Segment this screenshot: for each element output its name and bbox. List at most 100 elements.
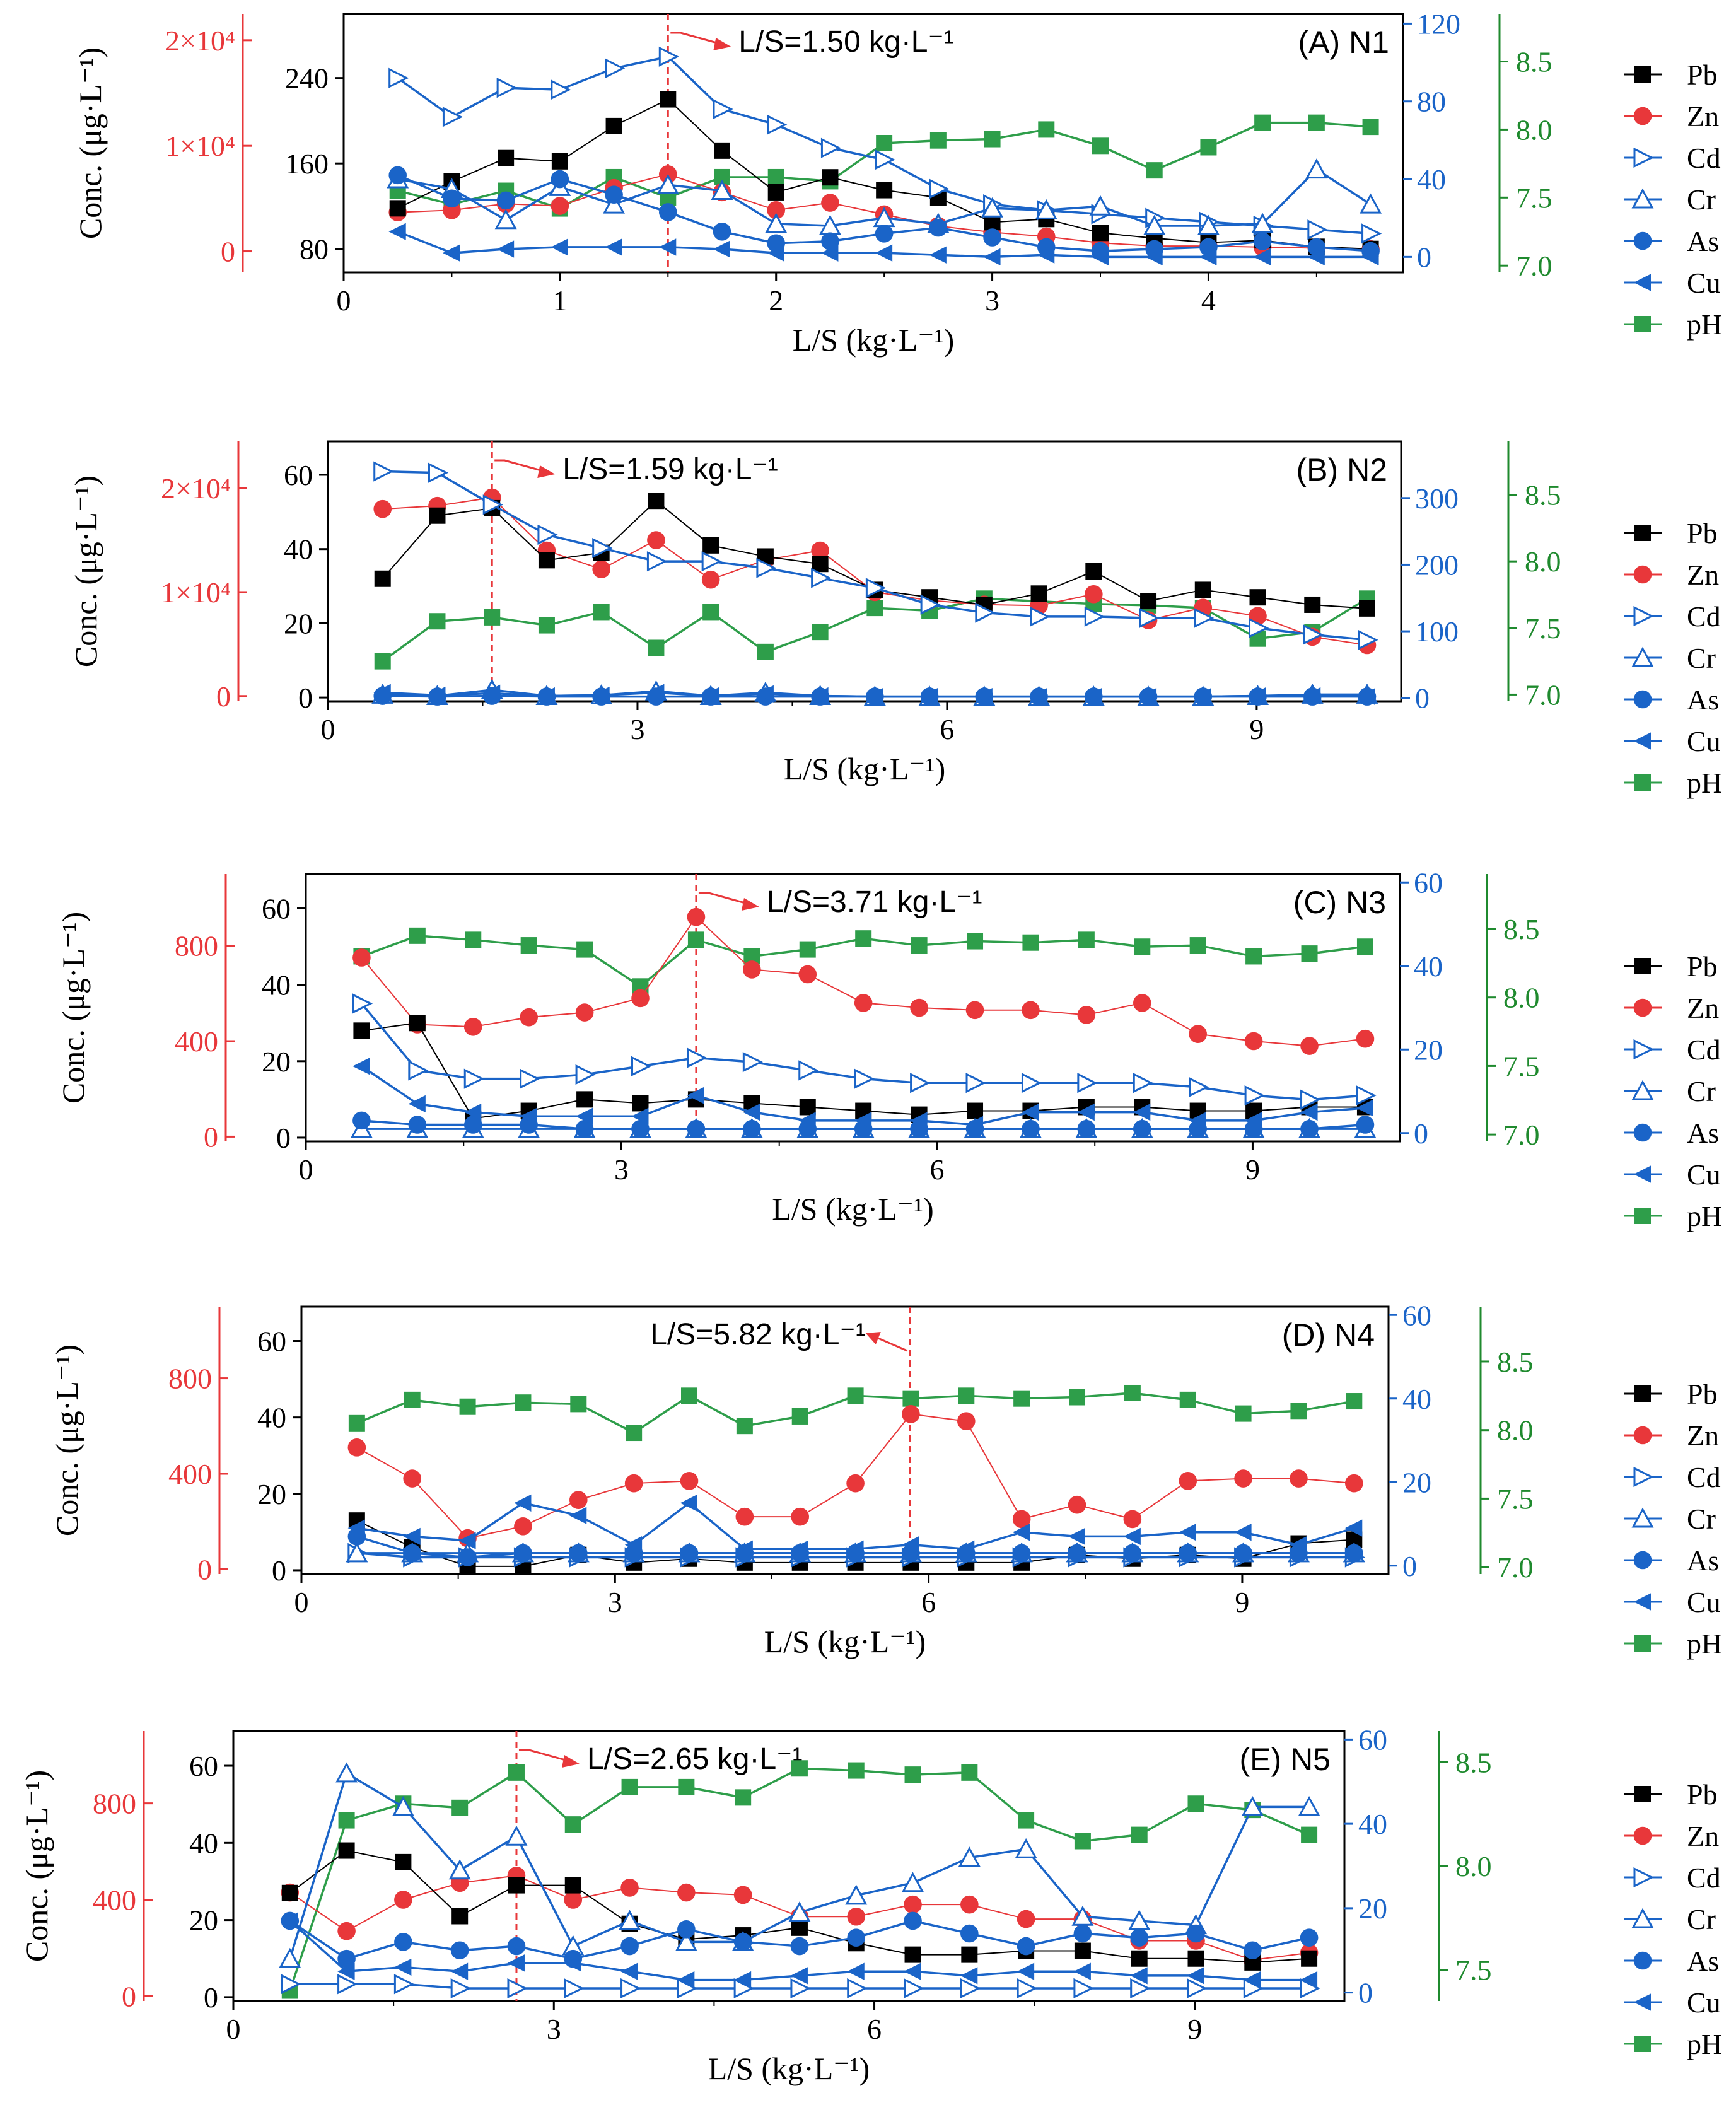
panel-label: (A) N1 [1298,25,1389,60]
legend-label-cu: Cu [1687,267,1721,299]
data-point-zn [854,994,873,1012]
data-point-cd [564,1978,585,1999]
chart-panel-1: 0 1 2 3 4 L/S (kg·L⁻¹) 80 160 240 0 1×10⁴ 2×10⁴ Conc… [73,8,1722,358]
legend-label-pb: Pb [1687,1778,1718,1811]
legend-marker-ph [1634,2036,1651,2052]
data-point-zn [811,541,829,560]
data-point-cd [713,98,733,120]
data-point-as [1130,1928,1149,1947]
panel-label: (C) N3 [1293,885,1386,920]
legend-marker-cu [1633,1993,1651,2011]
data-point-cu [1356,1099,1373,1117]
data-point-as [507,1937,526,1956]
data-point-zn [904,1895,922,1914]
green-axis-tick-label: 8.5 [1455,1746,1492,1778]
data-point-cd [605,58,626,79]
data-point-cu [743,1103,760,1121]
data-point-as [983,228,1001,247]
data-point-pb [389,200,406,217]
green-axis-tick-label: 8.0 [1497,1414,1534,1447]
series-zn [347,1405,1363,1548]
data-point-ph [1301,945,1318,962]
data-point-cu [496,240,515,258]
data-point-cu [677,1971,695,1989]
data-point-cd [463,1068,484,1089]
legend: Pb Zn Cd Cr As Cu pH [1624,517,1722,799]
legend-marker-ph [1634,316,1651,332]
data-point-cr [392,1795,414,1816]
green-axis-tick-label: 7.0 [1503,1119,1540,1151]
data-point-pb [1085,563,1102,580]
x-axis-label: L/S (kg·L⁻¹) [772,1191,934,1227]
blue-axis-tick-label: 0 [1417,241,1431,273]
legend-marker-cr [1631,188,1654,209]
data-point-pb [791,1919,808,1936]
data-point-cd [1189,1076,1209,1097]
data-point-pb [451,1908,469,1925]
x-tick-label: 0 [337,284,351,317]
data-point-as [569,1544,588,1563]
data-point-cu [1123,1527,1141,1546]
legend: Pb Zn Cd Cr As Cu pH [1624,950,1722,1232]
annotation-arrowhead [561,1755,580,1768]
data-point-pb [395,1853,412,1870]
black-axis-tick-label: 160 [285,148,329,180]
data-point-cd [742,1052,764,1073]
green-axis-tick-label: 8.5 [1525,479,1561,511]
data-point-cu [902,1536,919,1554]
data-point-cu [875,244,893,262]
data-point-cr [656,173,679,194]
data-point-zn [798,965,817,984]
data-point-ph [1245,948,1262,965]
red-axis-tick-label: 2×10⁴ [161,472,231,504]
data-point-zn [1123,1510,1142,1529]
data-point-cu [1189,1112,1206,1129]
data-point-cu [575,1107,593,1125]
green-axis-tick-label: 7.0 [1497,1551,1534,1583]
legend-label-zn: Zn [1687,1420,1719,1452]
data-point-pb [1074,1942,1091,1959]
data-point-cr [603,193,626,214]
panel-label: (D) N4 [1282,1317,1375,1353]
data-point-ph [348,1414,365,1432]
legend-marker-ph [1634,1208,1651,1224]
data-point-ph [1074,1833,1091,1850]
annotation-arrowhead [865,1332,881,1344]
data-point-cu [408,1095,426,1113]
data-point-pb [961,1946,978,1963]
legend-label-cr: Cr [1687,642,1716,674]
data-point-ph [1069,1389,1086,1406]
legend-label-ph: pH [1687,1628,1722,1660]
data-point-as [904,1911,922,1930]
legend-marker-zn [1633,1426,1652,1445]
data-point-cu [821,244,839,262]
data-point-cu [910,1112,928,1129]
data-point-as [1344,1544,1363,1563]
data-point-cu [1300,1103,1318,1121]
black-axis-tick-label: 60 [189,1750,218,1782]
data-point-zn [791,1507,810,1526]
data-point-zn [1022,1001,1040,1020]
data-point-cd [687,1047,708,1068]
data-point-zn [902,1405,920,1423]
data-point-cu [352,1058,370,1075]
series-ph [281,1760,1318,1999]
black-axis-tick-label: 240 [285,62,329,95]
series-ph [374,590,1375,670]
x-tick-label: 0 [321,713,335,745]
x-tick-label: 3 [547,2013,561,2045]
data-point-as [1300,1119,1319,1138]
data-point-pb [812,556,829,573]
black-axis-tick-label: 40 [262,969,291,1001]
data-point-pb [1304,596,1321,613]
data-point-cd [1356,1085,1377,1106]
data-point-zn [910,998,928,1017]
data-point-as [337,1949,356,1968]
series-ph [348,1384,1363,1442]
legend-marker-cu [1633,1593,1651,1611]
data-point-ph [1179,1391,1196,1408]
legend-marker-pb [1634,66,1651,83]
data-point-zn [352,948,371,967]
data-point-cu [463,1103,482,1121]
data-point-cr [619,1910,641,1930]
